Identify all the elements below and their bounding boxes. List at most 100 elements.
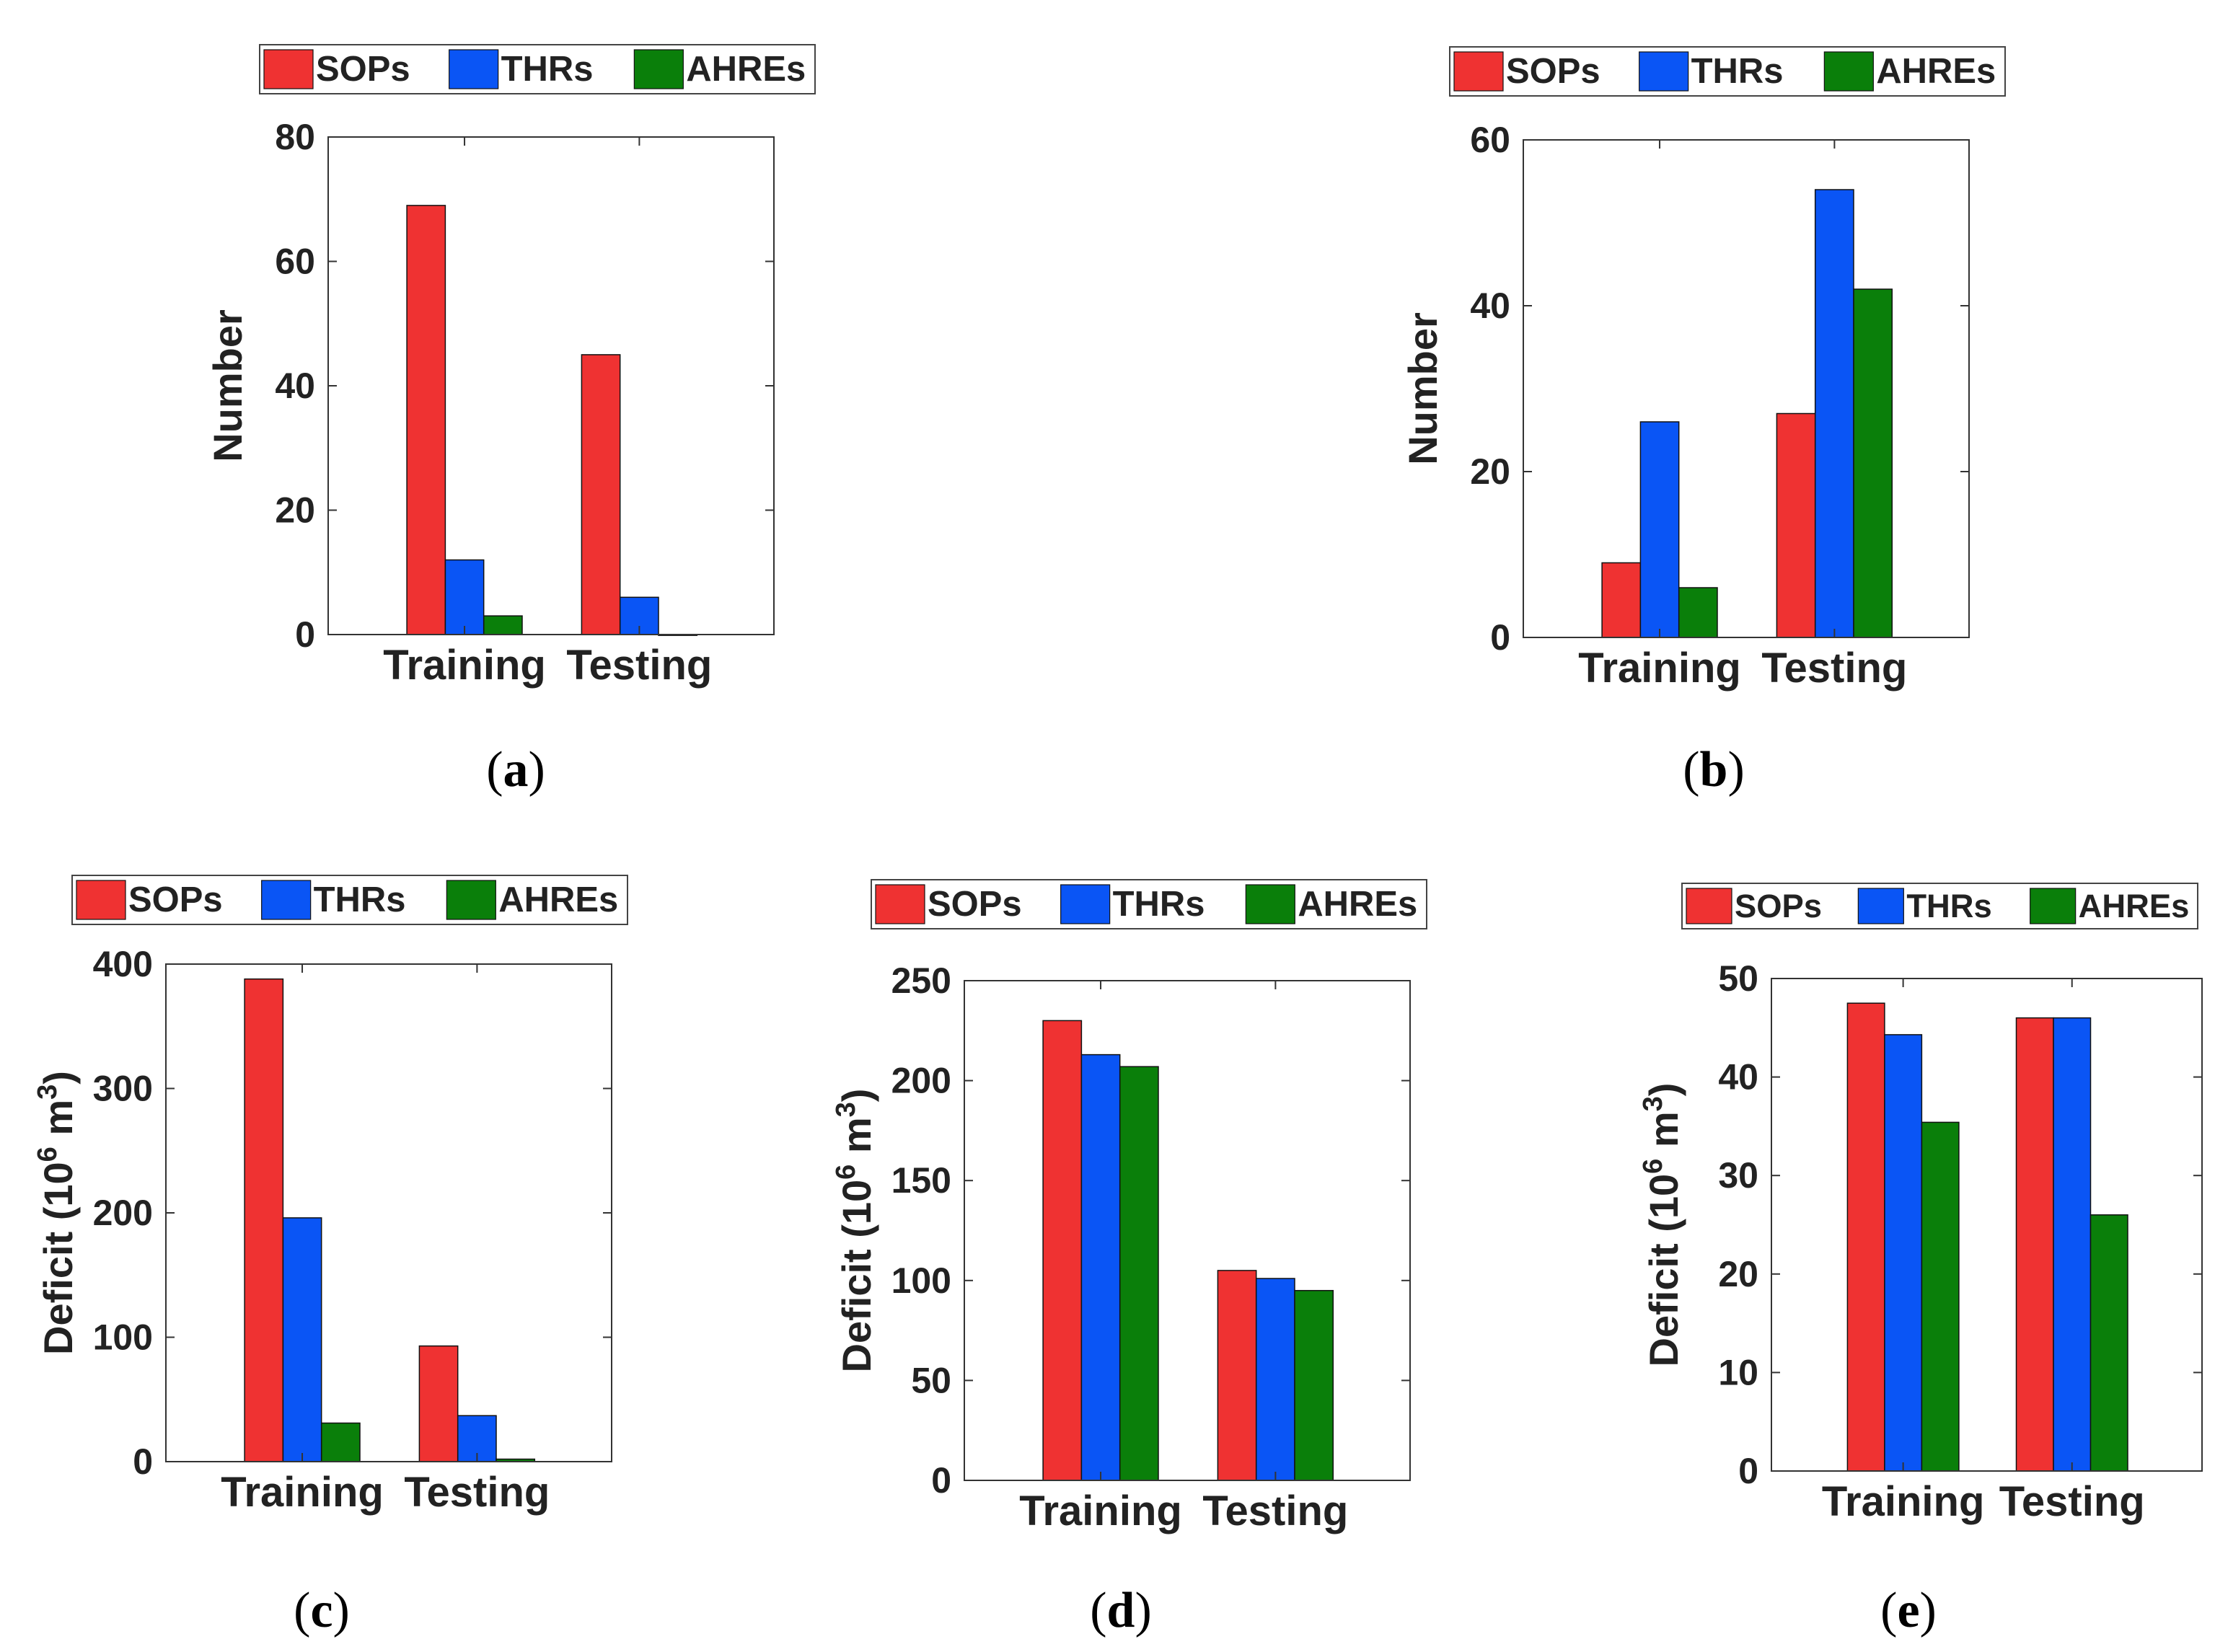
legend-swatch-ahres bbox=[1823, 51, 1874, 92]
panel-label: (a) bbox=[486, 742, 545, 798]
panel-label-close: ) bbox=[333, 1583, 350, 1638]
legend-swatch-thrs bbox=[1060, 884, 1111, 924]
y-tick-label: 40 bbox=[1718, 1057, 1758, 1097]
bar-thrs-testing bbox=[1814, 189, 1854, 638]
y-tick-label: 150 bbox=[891, 1160, 951, 1201]
panel-label-letter: d bbox=[1107, 1583, 1135, 1638]
legend: SOPs THRs AHREs bbox=[259, 44, 816, 94]
bar-thrs-training bbox=[1639, 421, 1680, 638]
y-axis-label: Deficit (106 m3) bbox=[32, 1071, 81, 1355]
x-tick-label-testing: Testing bbox=[1999, 1478, 2145, 1525]
y-tick-label: 100 bbox=[93, 1317, 153, 1358]
y-axis-label-part: m bbox=[1641, 1111, 1686, 1158]
bar-thrs-training bbox=[1884, 1034, 1923, 1472]
legend-label-sops: SOPs bbox=[1735, 888, 1822, 924]
panel-label: (c) bbox=[294, 1583, 350, 1638]
legend-box bbox=[71, 875, 628, 925]
y-axis-label-part: Number bbox=[205, 309, 250, 462]
y-axis-label: Deficit (106 m3) bbox=[1638, 1083, 1686, 1367]
legend-swatch-ahres bbox=[2030, 888, 2077, 924]
y-axis-label-part: 6 bbox=[32, 1147, 63, 1162]
y-tick-label: 200 bbox=[891, 1061, 951, 1101]
legend-swatch-thrs bbox=[261, 880, 312, 920]
legend-label-ahres: AHREs bbox=[686, 50, 806, 89]
legend-label-ahres: AHREs bbox=[1298, 885, 1417, 924]
y-tick-label: 20 bbox=[275, 490, 315, 531]
y-axis-label: Deficit (106 m3) bbox=[831, 1089, 879, 1373]
legend-swatch-thrs bbox=[1857, 888, 1904, 924]
axes-box bbox=[964, 980, 1411, 1481]
bar-ahres-testing bbox=[1853, 288, 1893, 638]
legend: SOPs THRs AHREs bbox=[71, 875, 628, 925]
y-tick-label: 200 bbox=[93, 1193, 153, 1233]
x-tick-label-testing: Testing bbox=[1202, 1488, 1348, 1534]
x-tick-label-training: Training bbox=[1578, 645, 1741, 692]
legend-label-thrs: THRs bbox=[1113, 885, 1205, 924]
panel-label-letter: a bbox=[503, 742, 529, 798]
y-axis-label-part: Deficit (10 bbox=[834, 1180, 879, 1373]
chart-panel-d: 0 50 100 150 200 250 Training Testing Deficit (1… bbox=[831, 879, 1427, 1638]
bar-sops-testing bbox=[1776, 412, 1816, 638]
y-axis-label-part: 6 bbox=[1638, 1159, 1668, 1174]
panel-label: (e) bbox=[1880, 1583, 1937, 1638]
legend-swatch-sops bbox=[1686, 888, 1732, 924]
bar-sops-training bbox=[1042, 1020, 1083, 1481]
bar-thrs-training bbox=[1080, 1054, 1121, 1481]
y-axis-label-part: Deficit (10 bbox=[1641, 1174, 1686, 1367]
legend-swatch-sops bbox=[875, 884, 925, 924]
y-axis-label-part: m bbox=[834, 1117, 879, 1164]
y-axis-label-part: m bbox=[35, 1100, 81, 1147]
panel-label-letter: b bbox=[1700, 742, 1728, 798]
legend-label-sops: SOPs bbox=[128, 880, 223, 919]
chart-panel-a: 0 20 40 60 80 Training Testing Number SOPs THRs AH… bbox=[205, 44, 816, 798]
bar-sops-testing bbox=[581, 354, 621, 635]
y-tick-label: 50 bbox=[1718, 958, 1758, 999]
legend-swatch-ahres bbox=[633, 49, 684, 89]
panel-label-open: ( bbox=[294, 1583, 310, 1638]
y-tick-label: 400 bbox=[93, 944, 153, 984]
panel-label-letter: e bbox=[1897, 1583, 1919, 1638]
axes-box bbox=[165, 963, 612, 1462]
y-axis-label-part: Deficit (10 bbox=[35, 1162, 81, 1355]
legend-label-thrs: THRs bbox=[501, 50, 594, 89]
y-tick-label: 300 bbox=[93, 1069, 153, 1109]
legend-box bbox=[1449, 46, 2006, 97]
panel-label-open: ( bbox=[1090, 1583, 1106, 1638]
bar-ahres-testing bbox=[1294, 1289, 1334, 1481]
chart-panel-e: 0 10 20 30 40 50 Training Testing Deficit (106 m… bbox=[1638, 883, 2203, 1638]
axes-box bbox=[327, 136, 775, 635]
y-tick-label: 20 bbox=[1718, 1254, 1758, 1294]
panel-label-letter: c bbox=[310, 1583, 333, 1638]
legend-label-thrs: THRs bbox=[1906, 888, 1991, 924]
legend-label-sops: SOPs bbox=[928, 885, 1022, 924]
panel-label-close: ) bbox=[1920, 1583, 1937, 1638]
axes-box bbox=[1771, 978, 2203, 1472]
legend-swatch-sops bbox=[263, 49, 314, 89]
panel-label-close: ) bbox=[1727, 742, 1744, 798]
y-axis-label: Number bbox=[205, 309, 250, 462]
legend-swatch-sops bbox=[76, 880, 126, 920]
bar-ahres-training bbox=[320, 1422, 361, 1462]
y-tick-label: 20 bbox=[1470, 451, 1510, 492]
bar-thrs-training bbox=[444, 559, 485, 635]
x-tick-label-training: Training bbox=[221, 1469, 384, 1516]
x-tick-label-training: Training bbox=[383, 642, 546, 689]
y-tick-label: 250 bbox=[891, 960, 951, 1001]
panel-label-close: ) bbox=[1135, 1583, 1151, 1638]
bar-sops-testing bbox=[1217, 1270, 1257, 1481]
bar-sops-testing bbox=[2015, 1017, 2054, 1472]
legend-box bbox=[871, 879, 1427, 929]
panel-label-open: ( bbox=[1683, 742, 1699, 798]
legend-label-ahres: AHREs bbox=[2079, 888, 2190, 924]
bar-ahres-training bbox=[483, 615, 523, 635]
bar-thrs-training bbox=[282, 1217, 322, 1462]
panel-label-close: ) bbox=[529, 742, 545, 798]
legend-label-thrs: THRs bbox=[314, 880, 406, 919]
legend-label-ahres: AHREs bbox=[1876, 52, 1996, 91]
y-tick-label: 40 bbox=[275, 366, 315, 406]
panel-label: (d) bbox=[1090, 1583, 1152, 1638]
y-axis-label-part: ) bbox=[834, 1089, 879, 1103]
bar-ahres-testing bbox=[2090, 1214, 2128, 1472]
legend-label-sops: SOPs bbox=[1506, 52, 1600, 91]
legend-label-ahres: AHREs bbox=[498, 880, 618, 919]
